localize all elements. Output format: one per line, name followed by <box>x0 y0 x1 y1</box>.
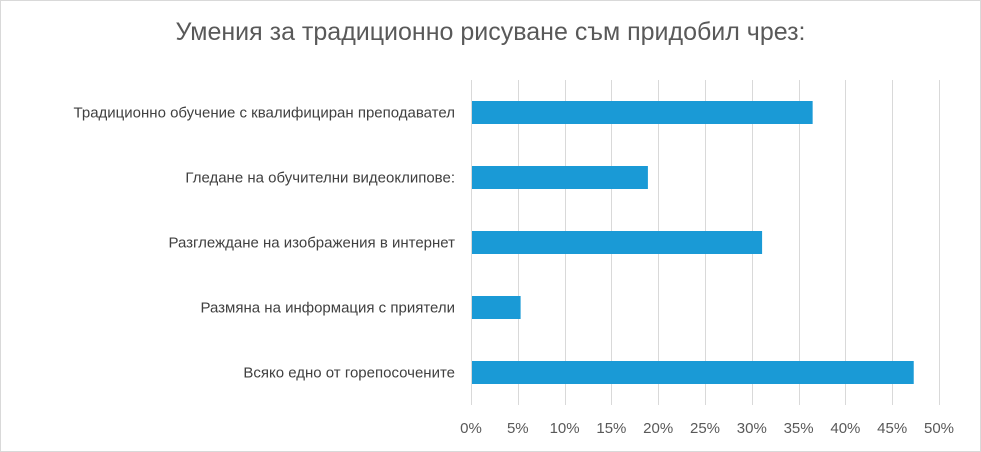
x-tick-label: 25% <box>690 420 720 437</box>
category-label: Размяна на информация с приятели <box>201 300 456 317</box>
category-label: Всяко едно от горепосочените <box>243 365 455 382</box>
category-label: Традиционно обучение с квалифициран преп… <box>74 105 455 122</box>
bar <box>472 166 648 189</box>
bars <box>472 101 914 384</box>
chart-title: Умения за традиционно рисуване съм придо… <box>175 18 806 46</box>
bar <box>472 231 763 254</box>
x-tick-label: 5% <box>507 420 529 437</box>
category-label: Гледане на обучителни видеоклипове: <box>185 170 455 187</box>
x-tick-label: 40% <box>830 420 860 437</box>
category-labels: Традиционно обучение с квалифициран преп… <box>74 105 456 382</box>
bar <box>472 101 813 124</box>
x-tick-label: 0% <box>460 420 482 437</box>
bar <box>472 361 914 384</box>
x-tick-label: 35% <box>784 420 814 437</box>
x-tick-label: 15% <box>596 420 626 437</box>
x-tick-label: 20% <box>643 420 673 437</box>
bar <box>472 296 521 319</box>
x-tick-label: 30% <box>737 420 767 437</box>
x-tick-label: 10% <box>550 420 580 437</box>
x-axis-tick-labels: 0% 5% 10% 15% 20% 25% 30% 35% 40% 45% 50% <box>460 420 954 437</box>
x-tick-label: 50% <box>924 420 954 437</box>
category-label: Разглеждане на изображения в интернет <box>168 235 455 252</box>
x-tick-label: 45% <box>877 420 907 437</box>
